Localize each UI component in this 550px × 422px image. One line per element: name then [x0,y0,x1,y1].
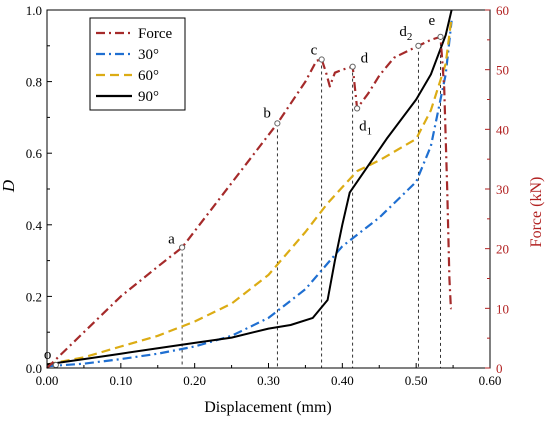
point-label-subscript: 2 [407,31,413,43]
series-line [46,17,453,366]
point-marker [179,244,186,251]
x-axis: 0.00 0.10 0.20 0.30 0.40 0.50 0.60 [36,363,502,388]
y-axis-label-right: Force (kN) [528,177,545,248]
x-tick-label: 0.00 [36,373,59,388]
y-tick-label-right: 40 [496,122,509,137]
x-tick-label: 0.10 [109,373,132,388]
y-tick-label-left: 0.4 [26,218,43,233]
y-tick-label-right: 60 [496,3,509,18]
x-tick-label: 0.20 [183,373,206,388]
annotation-points: o a b c d d1 d2 e [44,13,444,369]
point-label-subscript: 1 [367,125,373,137]
point-label: b [263,105,271,121]
series-line [46,35,452,369]
y-tick-label-left: 1.0 [26,3,42,18]
legend-label: 90° [138,89,159,105]
y-axis-label-left: D [0,179,18,193]
y-tick-label-left: 0.6 [26,146,43,161]
point-marker [349,63,356,70]
point-label: d2 [399,24,412,43]
point-marker [318,56,325,63]
y-tick-label-right: 10 [496,301,509,316]
legend-label: Force [138,26,172,42]
y-tick-label-left: 0.8 [26,75,42,90]
y-tick-label-left: 0.2 [26,289,42,304]
y-tick-label-right: 20 [496,242,509,257]
series-lines [46,9,453,369]
y-tick-label-right: 0 [496,361,503,376]
y-tick-label-right: 50 [496,63,509,78]
legend-label: 30° [138,47,159,63]
point-marker [52,361,59,369]
y-axis-right: 0 10 20 30 40 50 60 [485,3,509,376]
y-tick-label-left: 0.0 [26,361,42,376]
point-label: d1 [359,118,372,137]
x-tick-label: 0.60 [479,373,502,388]
series-line [46,20,453,368]
series-line [46,9,453,366]
point-label: o [44,347,52,363]
point-marker [415,42,422,49]
point-label: e [429,13,436,29]
point-label: d [361,51,369,67]
x-axis-label: Displacement (mm) [204,399,332,416]
x-tick-label: 0.30 [257,373,280,388]
legend-box [89,17,186,111]
point-label: c [311,43,318,59]
point-marker [274,120,281,127]
legend-label: 60° [138,68,159,84]
x-tick-label: 0.50 [405,373,428,388]
y-tick-label-right: 30 [496,182,509,197]
point-label: a [168,231,175,247]
point-marker [354,105,361,112]
point-marker [437,33,444,40]
x-tick-label: 0.40 [331,373,354,388]
guide-lines [181,36,441,368]
legend: Force 30° 60° 90° [89,17,186,111]
y-axis-left: 0.0 0.2 0.4 0.6 0.8 1.0 [26,3,52,376]
